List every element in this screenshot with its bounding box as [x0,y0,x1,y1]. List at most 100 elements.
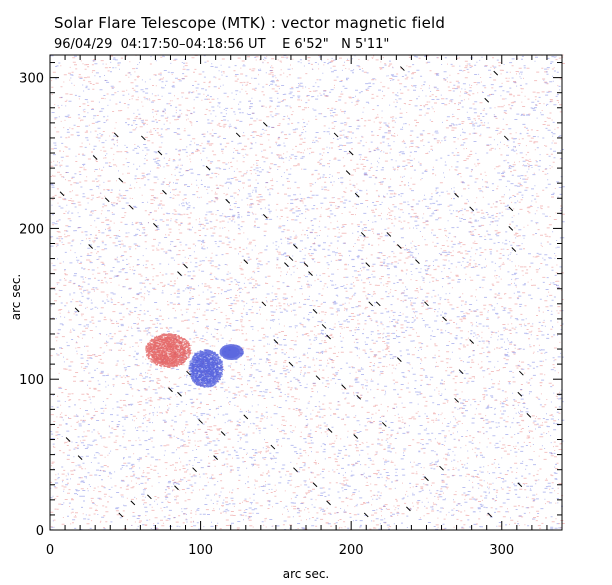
field-vector [308,271,313,277]
x-tick-label: 200 [339,543,364,558]
field-vector [118,512,124,518]
magnetogram-field [50,54,565,531]
field-vector [198,419,203,424]
field-vector [469,206,475,212]
x-tick-label: 100 [188,543,213,558]
field-vector [315,375,321,381]
field-vector [141,135,146,141]
field-vector [162,189,167,195]
field-vector [130,500,136,506]
field-vector [59,191,65,197]
field-vector [354,192,360,198]
subtitle-coordinates: E 6'52" N 5'11" [282,37,390,52]
field-vector [205,165,211,171]
field-vector [118,177,124,183]
y-tick-label: 300 [19,72,44,87]
plot-frame [49,54,563,531]
field-vector [284,262,289,267]
field-vector [293,467,298,473]
field-vector [293,244,298,249]
field-vector [77,455,83,460]
field-vector [192,467,197,473]
field-vector [321,324,327,329]
field-vector [74,307,80,313]
field-vector [333,132,339,138]
field-vector [225,198,231,204]
field-vector [128,204,134,210]
field-vector [517,482,523,488]
positive-noise [50,54,565,531]
field-vector [360,232,366,237]
field-vector [288,361,294,367]
y-tick-label: 100 [19,373,44,388]
field-vector [356,394,362,400]
field-vector [177,271,182,277]
field-vector [517,391,523,397]
field-vector [243,414,249,420]
plot-axes: 0 100 200 300 0 100 200 300 [19,54,563,558]
subtitle-time: 04:17:50–04:18:56 UT [120,37,266,52]
field-vector [113,132,119,138]
negative-polarity-region-3 [219,344,244,360]
y-tick-label: 200 [19,222,44,237]
field-vector [220,431,226,436]
field-vector [487,512,493,518]
field-vector [454,397,459,403]
field-vector [168,387,173,393]
field-vector [174,485,179,491]
y-axis-label: arc sec. [9,273,24,321]
field-vector [415,259,420,264]
field-vector [406,506,411,512]
field-vector [484,97,490,103]
field-vector [303,262,309,267]
negative-noise [50,54,565,531]
x-tick-label: 0 [46,543,54,558]
negative-polarity-region-2 [188,349,224,388]
field-vector [273,339,279,344]
field-vector [213,455,219,460]
field-vector [508,206,514,212]
field-vector [353,434,359,439]
field-vector [92,155,98,160]
field-vector [262,122,268,127]
field-vector [326,500,331,506]
field-vector [312,308,318,314]
field-vector [439,465,444,471]
field-vector [397,357,402,362]
field-vector [442,316,447,322]
y-tick-label: 0 [36,524,44,539]
field-vector [147,494,152,500]
polarity-regions [145,333,244,388]
field-vector [345,170,351,175]
field-vector [104,197,110,203]
field-vector [469,339,475,344]
field-vector [157,150,163,156]
field-vector [365,262,371,267]
field-vector [262,213,268,219]
field-vector [270,444,276,450]
field-vector [65,437,71,442]
subtitle-date: 96/04/29 [54,37,113,52]
x-tick-label: 300 [489,543,514,558]
field-vector [177,391,182,397]
x-axis-label: arc sec. [282,567,330,581]
field-vector [454,192,459,198]
field-vector [493,70,499,76]
field-vector [518,370,524,376]
field-vector [326,334,331,340]
field-vector [424,301,429,307]
chart-subtitle: 96/04/29 04:17:50–04:18:56 UT E 6'52" N … [54,38,389,51]
field-vector [312,482,318,488]
field-vector [503,135,509,141]
positive-polarity-region-1 [145,333,192,368]
field-vector [526,413,532,418]
field-vector [183,263,188,269]
field-vector [363,512,369,518]
field-vector [508,226,514,231]
field-vector [153,223,158,228]
field-vector [397,244,402,249]
chart-title: Solar Flare Telescope (MTK) : vector mag… [54,14,446,32]
field-vector [458,369,464,375]
field-vector [375,301,381,307]
